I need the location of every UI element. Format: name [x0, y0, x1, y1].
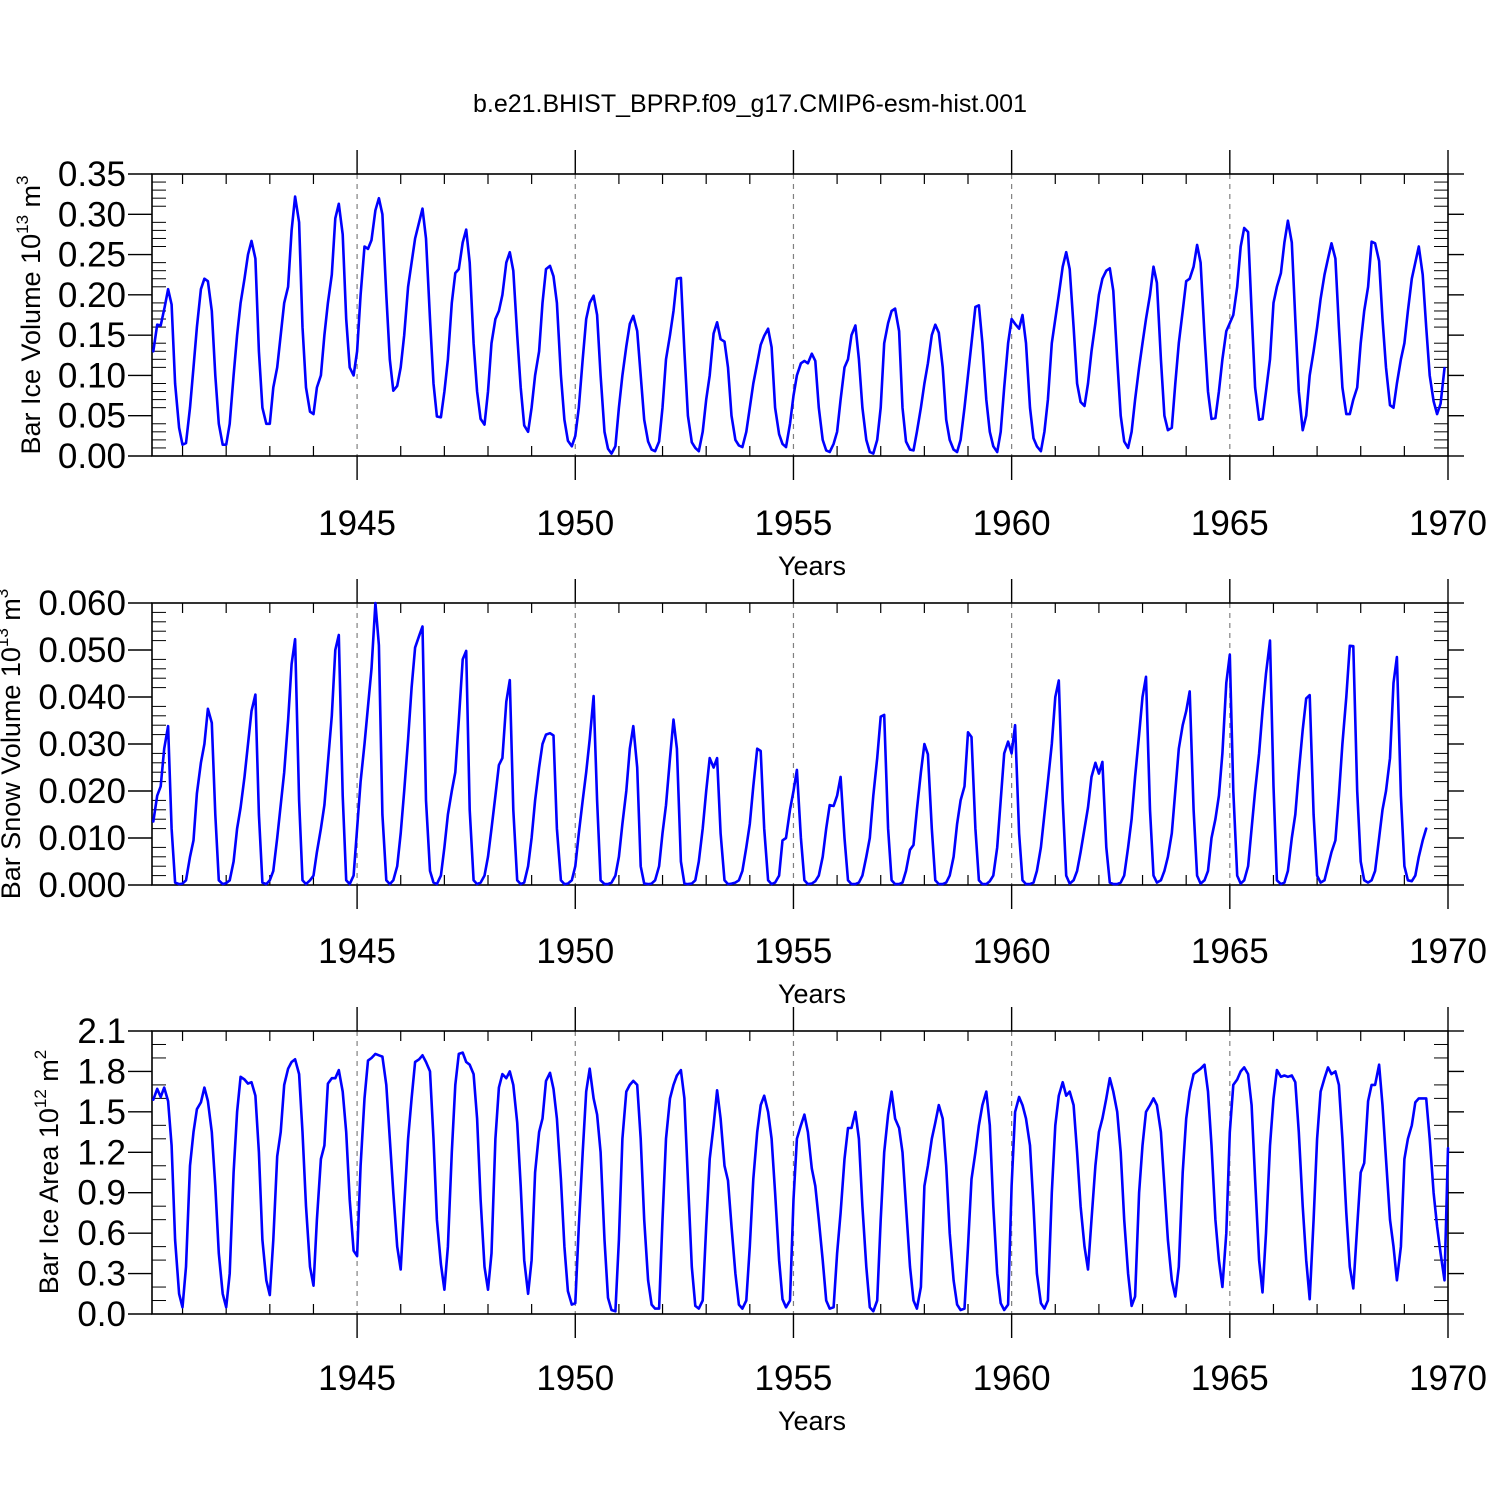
- y-tick-label: 1.5: [77, 1093, 126, 1132]
- y-axis-title: Bar Ice Volume 1013 m3: [13, 175, 46, 454]
- y-tick-label: 0.030: [38, 725, 126, 764]
- y-tick-label: 0.020: [38, 772, 126, 811]
- x-tick-label: 1965: [1191, 504, 1269, 543]
- y-tick-label: 0.30: [58, 195, 126, 234]
- y-tick-label: 2.1: [77, 1012, 126, 1051]
- y-axis-title: Bar Snow Volume 1013 m3: [0, 589, 26, 900]
- figure-title: b.e21.BHIST_BPRP.f09_g17.CMIP6-esm-hist.…: [473, 90, 1027, 118]
- x-tick-label: 1960: [973, 1359, 1051, 1398]
- x-tick-label: 1970: [1409, 504, 1487, 543]
- y-tick-label: 0.00: [58, 437, 126, 476]
- plot-frame: [151, 173, 1449, 457]
- y-tick-label: 0.15: [58, 316, 126, 355]
- panel-1: 1945 1950 1955 1960 1965 1970 0.000.050.100.15…: [13, 150, 1487, 581]
- x-tick-label: 1950: [536, 1359, 614, 1398]
- x-tick-label: 1960: [973, 504, 1051, 543]
- x-tick-label: 1955: [755, 1359, 833, 1398]
- x-tick-label: 1970: [1409, 932, 1487, 971]
- y-tick-label: 0.0: [77, 1295, 126, 1334]
- x-tick-label: 1970: [1409, 1359, 1487, 1398]
- panel-2: 1945 1950 1955 1960 1965 1970 0.000 0.010 0.020 0…: [0, 579, 1487, 1009]
- x-tick-label: 1955: [755, 504, 833, 543]
- y-tick-label: 0.35: [58, 155, 126, 194]
- y-tick-label: 0.050: [38, 631, 126, 670]
- y-tick-label: 0.25: [58, 236, 126, 275]
- x-tick-label: 1965: [1191, 1359, 1269, 1398]
- y-axis-title: Bar Ice Area 1012 m2: [31, 1050, 64, 1295]
- x-tick-label: 1945: [318, 932, 396, 971]
- x-tick-label: 1945: [318, 504, 396, 543]
- y-tick-label: 1.8: [77, 1052, 126, 1091]
- panel-3: 1945 1950 1955 1960 1965 19700.00.30.60.91.21…: [31, 1007, 1487, 1436]
- y-tick-label: 0.6: [77, 1214, 126, 1253]
- panels: 1945 1950 1955 1960 1965 1970 0.000.050.100.15…: [0, 150, 1487, 1436]
- x-tick-label: 1960: [973, 932, 1051, 971]
- y-tick-label: 0.060: [38, 584, 126, 623]
- series-line: [152, 195, 1446, 455]
- x-axis-title: Years: [778, 979, 846, 1009]
- y-tick-label: 0.000: [38, 866, 126, 905]
- y-tick-label: 0.05: [58, 397, 126, 436]
- y-tick-label: 0.010: [38, 819, 126, 858]
- x-tick-label: 1955: [755, 932, 833, 971]
- y-tick-label: 0.9: [77, 1174, 126, 1213]
- x-axis-title: Years: [778, 551, 846, 581]
- y-tick-label: 0.040: [38, 678, 126, 717]
- series-line: [152, 1051, 1450, 1313]
- y-tick-label: 1.2: [77, 1133, 126, 1172]
- x-tick-label: 1965: [1191, 932, 1269, 971]
- x-tick-label: 1945: [318, 1359, 396, 1398]
- y-tick-label: 0.3: [77, 1255, 126, 1294]
- y-tick-label: 0.20: [58, 276, 126, 315]
- x-axis-title: Years: [778, 1406, 846, 1436]
- y-tick-label: 0.10: [58, 356, 126, 395]
- x-tick-label: 1950: [536, 932, 614, 971]
- x-tick-label: 1950: [536, 504, 614, 543]
- series-line: [152, 601, 1428, 886]
